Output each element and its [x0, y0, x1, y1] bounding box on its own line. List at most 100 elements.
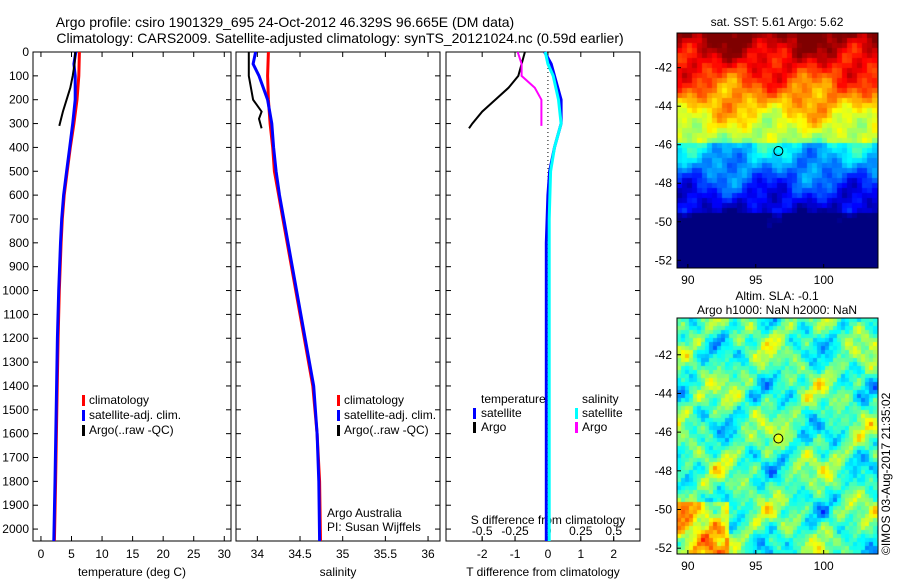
legend-label: satellite-adj. clim.	[344, 408, 436, 422]
sla-map-xtick-label: 90	[681, 559, 695, 573]
sst-map-xtick-label: 100	[814, 273, 834, 287]
difference-xtick-label: 2	[610, 547, 617, 561]
sst-map-xtick-label: 95	[749, 273, 763, 287]
salinity-xtick-label: 34.5	[288, 547, 312, 561]
depth-tick-label: 1100	[3, 307, 29, 321]
legend-swatch-t	[473, 422, 476, 433]
s-diff-tick-label: 0.5	[605, 524, 622, 538]
temperature-xtick-label: 30	[218, 547, 232, 561]
sla-map-box	[676, 317, 879, 555]
legend-label: climatology	[89, 393, 149, 407]
sst-map-ytick-label: -46	[655, 138, 673, 152]
temperature-xtick-label: 25	[187, 547, 201, 561]
legend-swatch-1	[82, 410, 85, 421]
salinity-xlabel: salinity	[320, 565, 357, 579]
depth-tick-label: 600	[9, 188, 29, 202]
salinity-series-satellite-adj-clim-	[251, 51, 322, 542]
difference-series-s-satellite	[543, 51, 563, 541]
sla-map-title: Altim. SLA: -0.1	[735, 289, 819, 303]
legend-swatch-t	[473, 408, 476, 419]
depth-tick-label: 400	[9, 140, 29, 154]
temperature-series-satellite-adj-clim-	[52, 51, 78, 542]
depth-tick-label: 100	[9, 69, 29, 83]
legend-swatch-s	[575, 408, 578, 419]
legend-temperature-title: temperature	[481, 392, 546, 406]
depth-tick-label: 1500	[2, 403, 29, 417]
salinity-xtick-label: 35.5	[374, 547, 398, 561]
legend-label: satellite	[582, 406, 623, 420]
annotation-text: PI: Susan Wijffels	[327, 520, 421, 534]
difference-xlabel: T difference from climatology	[466, 565, 620, 579]
legend-swatch-1	[337, 410, 340, 421]
temperature-xtick-label: 0	[38, 547, 45, 561]
annotation-text: Argo Australia	[327, 506, 402, 520]
sst-map-title: sat. SST: 5.61 Argo: 5.62	[711, 15, 844, 29]
depth-tick-label: 500	[9, 164, 29, 178]
legend-swatch-2	[337, 425, 340, 436]
depth-tick-label: 800	[9, 236, 29, 250]
copyright-footer: ©IMOS 03-Aug-2017 21:35:02	[879, 392, 893, 555]
salinity-xtick-label: 36	[421, 547, 435, 561]
depth-tick-label: 1300	[2, 355, 29, 369]
sst-map-ytick-label: -50	[655, 215, 673, 229]
depth-tick-label: 200	[9, 93, 29, 107]
depth-tick-label: 1800	[2, 474, 29, 488]
sla-map-ytick-label: -46	[655, 425, 673, 439]
salinity-xtick-label: 35	[336, 547, 350, 561]
difference-series-t-argo	[468, 51, 526, 129]
title-line-2: Climatology: CARS2009. Satellite-adjuste…	[56, 30, 623, 46]
legend-swatch-0	[82, 395, 85, 406]
sst-map-field	[677, 33, 878, 268]
temperature-xtick-label: 15	[126, 547, 140, 561]
sla-map-ytick-label: -50	[655, 503, 673, 517]
difference-xtick-label: 1	[577, 547, 584, 561]
sla-map-ytick-label: -44	[655, 386, 673, 400]
legend-swatch-0	[337, 395, 340, 406]
sla-map-xtick-label: 100	[814, 559, 834, 573]
temperature-xtick-label: 20	[156, 547, 170, 561]
difference-series-s-argo	[516, 51, 543, 126]
s-diff-tick-label: -0.5	[472, 524, 493, 538]
sst-map-ytick-label: -52	[655, 253, 673, 267]
legend-label: satellite	[481, 406, 522, 420]
temperature-xtick-label: 10	[95, 547, 109, 561]
depth-tick-label: 1400	[2, 379, 29, 393]
depth-tick-label: 1600	[2, 427, 29, 441]
depth-tick-label: 0	[22, 45, 29, 59]
difference-xtick-label: -1	[510, 547, 521, 561]
sla-map-ytick-label: -52	[655, 541, 673, 555]
temperature-xtick-label: 5	[68, 547, 75, 561]
sst-map-box	[676, 32, 879, 269]
sla-map-xtick-label: 95	[749, 559, 763, 573]
title-line-1: Argo profile: csiro 1901329_695 24-Oct-2…	[56, 14, 514, 30]
depth-tick-label: 1700	[2, 451, 29, 465]
legend-swatch-s	[575, 422, 578, 433]
depth-tick-label: 1200	[2, 331, 29, 345]
legend-salinity-title: salinity	[582, 392, 619, 406]
sst-map-ytick-label: -44	[655, 99, 673, 113]
depth-tick-label: 300	[9, 117, 29, 131]
salinity-xtick-label: 34	[251, 547, 265, 561]
sst-map-ytick-label: -42	[655, 61, 673, 75]
sst-map-xtick-label: 90	[681, 273, 695, 287]
depth-tick-label: 1000	[2, 284, 29, 298]
legend-label: climatology	[344, 393, 404, 407]
sla-map-ytick-label: -48	[655, 464, 673, 478]
s-diff-tick-label: 0.25	[569, 524, 593, 538]
legend-label: satellite-adj. clim.	[89, 408, 181, 422]
temperature-series-argo-raw-qc-	[58, 51, 77, 127]
sla-map-ytick-label: -42	[655, 348, 673, 362]
legend-label: Argo	[481, 420, 507, 434]
sla-map-argo-location-marker	[773, 433, 784, 444]
difference-series-t-satellite	[543, 51, 563, 541]
legend-label: Argo(..raw -QC)	[344, 423, 429, 437]
depth-tick-label: 900	[9, 260, 29, 274]
difference-axes-box	[445, 51, 641, 542]
salinity-series-climatology	[266, 51, 322, 542]
salinity-series-argo-raw-qc-	[247, 52, 263, 129]
sst-map-argo-location-marker	[773, 146, 784, 157]
difference-xtick-label: 0	[545, 547, 552, 561]
depth-tick-label: 1900	[2, 498, 29, 512]
s-diff-tick-label: -0.25	[501, 524, 529, 538]
